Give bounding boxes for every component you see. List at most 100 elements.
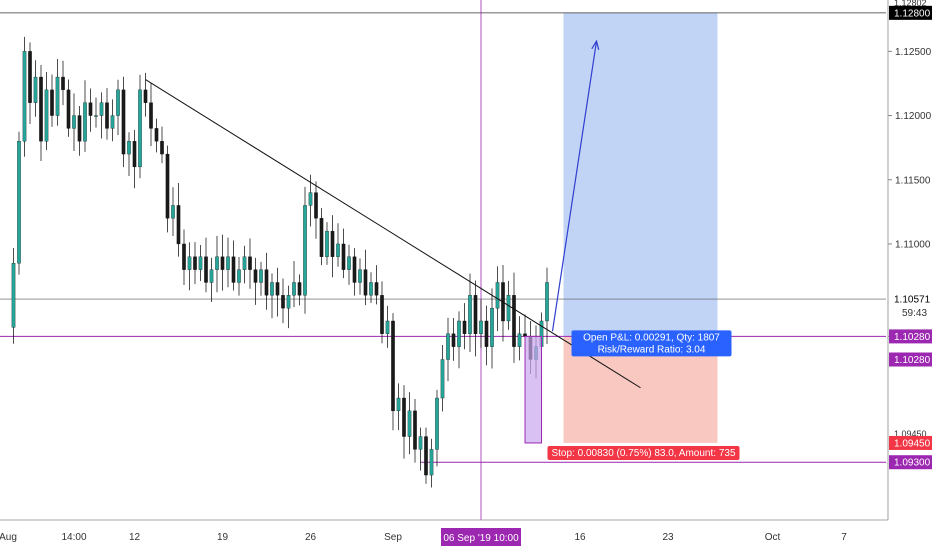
- candle-body: [50, 89, 54, 116]
- candle-body: [512, 295, 516, 347]
- candle-body: [143, 89, 148, 103]
- candle-body: [44, 89, 49, 142]
- stop-price-tag: 1.09450: [894, 438, 931, 449]
- candle-body: [517, 333, 522, 347]
- candle-body: [110, 115, 115, 129]
- candle-body: [473, 295, 478, 334]
- candle-body: [132, 141, 137, 168]
- highlight-box: [524, 335, 542, 444]
- candle-body: [429, 449, 434, 476]
- candle-body: [193, 256, 197, 270]
- candle-body: [215, 256, 219, 270]
- price-tick-label: 1.12500: [895, 47, 932, 58]
- candle-body: [77, 115, 82, 142]
- candle-body: [220, 256, 225, 270]
- time-tick-label: Oct: [765, 532, 781, 543]
- candle-body: [28, 51, 32, 103]
- candle-body: [160, 141, 164, 155]
- time-tick-label: 12: [129, 532, 141, 543]
- candle-body: [380, 295, 384, 334]
- time-tick-label: 19: [217, 532, 229, 543]
- candle-body: [88, 102, 93, 116]
- top-price-tag-box: [889, 5, 932, 20]
- stop-label: Stop: 0.00830 (0.75%) 83.0, Amount: 735: [551, 448, 735, 459]
- open-pnl-label: Open P&L: 0.00291, Qty: 1807: [583, 332, 720, 343]
- candle-body: [176, 205, 181, 245]
- arrow-head: [591, 39, 600, 50]
- entry-price-tag-box: [889, 329, 932, 344]
- top-price-tag: 1.12800: [894, 8, 931, 19]
- candle-body: [66, 89, 71, 129]
- candle-body: [358, 269, 362, 283]
- candle-body: [165, 153, 170, 219]
- candle-body: [94, 115, 98, 117]
- candle-body: [127, 141, 131, 155]
- entry-price-tag-2: 1.10280: [894, 355, 931, 366]
- candle-body: [138, 89, 142, 168]
- time-tick-label: 16: [574, 532, 586, 543]
- candle-body: [506, 295, 511, 322]
- candle-body: [33, 76, 38, 103]
- candle-body: [105, 102, 109, 129]
- candle-body: [72, 115, 76, 129]
- candle-body: [187, 256, 192, 270]
- time-tick-label: Sep: [384, 532, 402, 543]
- candle-body: [292, 282, 296, 296]
- price-tick-label: 1.12000: [895, 111, 932, 122]
- candle-body: [484, 320, 489, 347]
- candle-body: [253, 269, 258, 283]
- time-tick-label: Aug: [0, 532, 17, 543]
- candle-body: [275, 282, 280, 296]
- candle-body: [385, 320, 390, 334]
- candle-body: [413, 410, 417, 450]
- candle-body: [336, 243, 340, 257]
- candle-body: [154, 128, 159, 142]
- candle-body: [314, 192, 318, 219]
- candle-body: [424, 436, 428, 476]
- candle-body: [319, 218, 324, 257]
- countdown-tag: 59:43: [902, 308, 927, 319]
- support-price-tag: 1.09300: [894, 458, 931, 469]
- candle-body: [308, 192, 313, 206]
- stop-label-box: [547, 445, 740, 460]
- candle-body: [462, 320, 467, 334]
- candle-body: [490, 307, 494, 347]
- candle-body: [242, 256, 247, 270]
- candle-body: [121, 89, 126, 155]
- candle-body: [330, 230, 335, 257]
- candle-body: [281, 295, 285, 309]
- trendline: [145, 79, 641, 389]
- candle-body: [248, 256, 252, 270]
- candle-body: [39, 76, 43, 142]
- last-price-tag-box: [889, 292, 932, 307]
- top-clipped-tag: 1.12802: [894, 0, 927, 8]
- stop-cut-label: 1.09450: [894, 429, 927, 439]
- candle-body: [374, 282, 379, 296]
- candle-body: [369, 282, 373, 296]
- candle-body: [352, 256, 357, 283]
- candle-body: [440, 359, 445, 399]
- candle-body: [479, 320, 483, 334]
- crosshair-time-box: [441, 528, 521, 546]
- candle-body: [396, 397, 401, 412]
- candle-body: [297, 282, 302, 296]
- crosshair-time-label: 06 Sep '19 10:00: [443, 533, 519, 544]
- profit-zone: [563, 12, 718, 337]
- candle-body: [11, 263, 16, 328]
- candle-body: [171, 205, 175, 219]
- pnl-label-box: [571, 330, 732, 357]
- candle-body: [204, 256, 208, 283]
- candle-body: [264, 269, 269, 296]
- support-price-tag-box: [889, 455, 932, 470]
- candle-body: [61, 76, 65, 91]
- candle-body: [402, 397, 406, 437]
- candle-body: [22, 51, 27, 142]
- candle-body: [325, 230, 329, 257]
- candle-body: [435, 397, 439, 450]
- candle-body: [99, 102, 104, 116]
- candle-body: [209, 269, 214, 283]
- time-tick-label: 14:00: [61, 532, 86, 543]
- candle-body: [226, 256, 230, 270]
